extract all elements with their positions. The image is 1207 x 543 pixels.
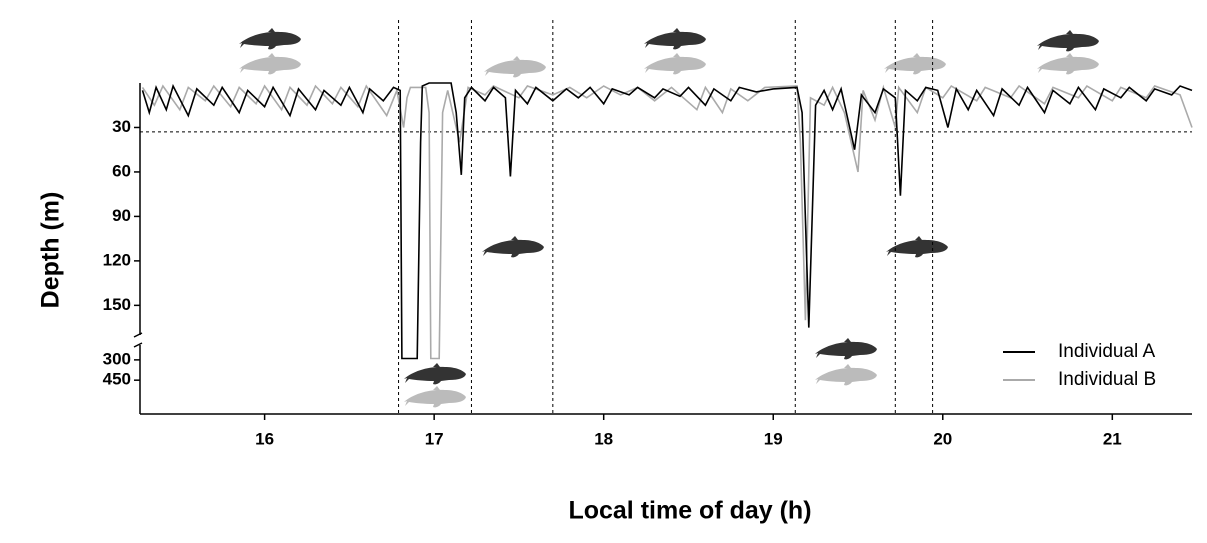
whale-icon: [1037, 53, 1099, 75]
axis-break: [133, 342, 143, 348]
y-tick-label: 60: [112, 161, 131, 180]
whale-icon: [404, 386, 466, 408]
x-tick-label: 20: [933, 429, 952, 448]
whale-icon: [815, 338, 877, 360]
y-tick-label: 120: [103, 250, 131, 269]
y-tick-label: 30: [112, 117, 131, 136]
y-axis-title: Depth (m): [37, 192, 65, 309]
whale-icon: [644, 53, 706, 75]
whale-icon: [404, 363, 466, 385]
whale-icon: [482, 236, 544, 258]
dive-profile: [141, 84, 1193, 360]
whale-icon: [239, 53, 301, 75]
x-tick-label: 21: [1103, 429, 1122, 448]
whale-icon: [239, 28, 301, 50]
legend-label: Individual B: [1058, 369, 1156, 390]
y-tick-label: 300: [103, 349, 131, 368]
x-tick-label: 16: [255, 429, 274, 448]
y-tick-label: 150: [103, 295, 131, 314]
legend-label: Individual A: [1058, 341, 1156, 362]
whale-icon: [815, 364, 877, 386]
whale-icon: [644, 28, 706, 50]
x-tick-label: 18: [594, 429, 613, 448]
y-tick-label: 450: [103, 370, 131, 389]
axis-break: [133, 332, 143, 338]
y-tick-label: 90: [112, 206, 131, 225]
whale-icon: [884, 53, 946, 75]
whale-icon: [484, 56, 546, 78]
whale-icons: [239, 28, 1099, 408]
x-tick-label: 17: [425, 429, 444, 448]
dive-profile: [141, 82, 1193, 360]
whale-icon: [1037, 30, 1099, 52]
x-axis-title: Local time of day (h): [568, 497, 811, 525]
x-tick-label: 19: [764, 429, 783, 448]
